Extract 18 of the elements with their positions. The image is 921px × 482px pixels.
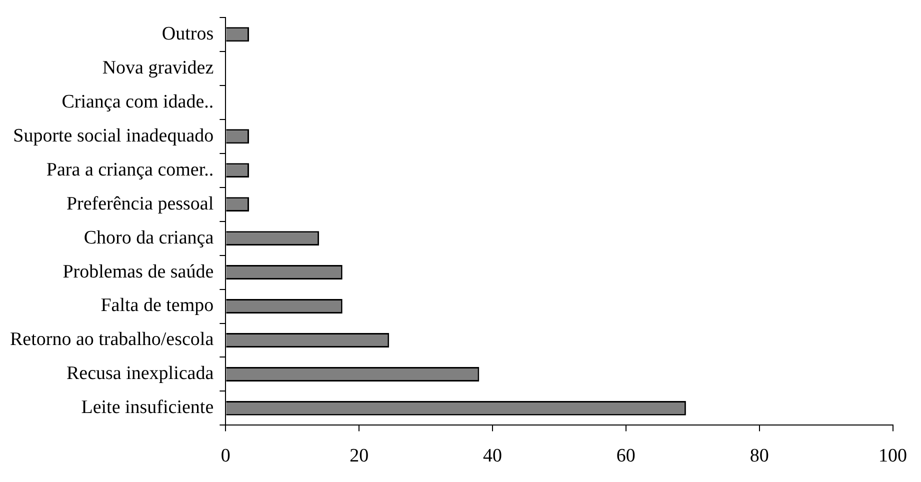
y-tick-label: Criança com idade..	[62, 91, 214, 112]
y-tick-label: Leite insuficiente	[81, 397, 214, 418]
x-tick-label: 40	[482, 446, 502, 467]
y-tick-label: Para a criança comer..	[46, 159, 214, 180]
y-tick-label: Nova gravidez	[102, 57, 214, 78]
y-tick-label: Preferência pessoal	[66, 193, 214, 214]
x-tick-label: 60	[616, 446, 636, 467]
x-tick-label: 0	[220, 446, 230, 467]
y-tick-label: Recusa inexplicada	[66, 363, 214, 384]
x-tick-label: 20	[350, 446, 369, 467]
x-tick-label: 80	[750, 446, 769, 467]
y-tick-label: Outros	[162, 23, 214, 44]
y-tick-label: Problemas de saúde	[62, 261, 214, 282]
y-tick-label: Retorno ao trabalho/escola	[10, 329, 214, 350]
y-tick-label: Choro da criança	[84, 227, 214, 248]
y-tick-label: Falta de tempo	[100, 295, 214, 316]
y-tick-label: Suporte social inadequado	[13, 125, 214, 146]
x-tick-label: 100	[878, 446, 907, 467]
